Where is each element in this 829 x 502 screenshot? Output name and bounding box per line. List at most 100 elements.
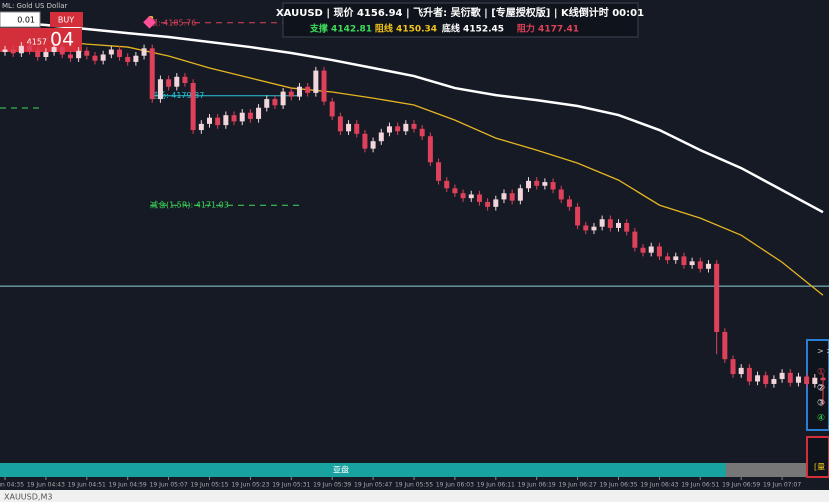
ma-line: [4, 31, 824, 296]
candle-body: [705, 263, 711, 269]
candle-body: [395, 126, 401, 132]
candle-body: [18, 45, 24, 54]
status-bar: [0, 490, 829, 502]
candle-body: [624, 222, 630, 232]
candle-body: [362, 133, 368, 149]
candle-body: [215, 117, 221, 126]
candle-body: [386, 126, 392, 133]
candle-body: [558, 189, 564, 200]
candle-body: [771, 379, 777, 384]
candle-body: [305, 86, 311, 93]
side-item: ②: [817, 384, 825, 394]
candle-body: [84, 50, 90, 56]
candle-body: [468, 194, 474, 199]
candle-body: [746, 367, 752, 382]
side-header: > >: [817, 347, 829, 356]
candle-body: [125, 56, 131, 62]
candle-body: [43, 52, 49, 57]
candle-body: [681, 256, 687, 266]
x-tick-label: 19 Jun 06:35: [599, 482, 637, 489]
side-item: ①: [817, 368, 825, 378]
candle-body: [795, 376, 801, 383]
candle-body: [256, 107, 262, 119]
candle-body: [403, 123, 409, 132]
candle-body: [526, 180, 532, 189]
x-tick-label: 19 Jun 05:23: [231, 482, 269, 489]
candle-body: [166, 79, 172, 87]
candle-body: [476, 194, 482, 202]
candle-body: [133, 55, 139, 62]
side-panel-2: [806, 436, 829, 478]
x-tick-label: 19 Jun 05:31: [272, 482, 310, 489]
candle-body: [313, 70, 319, 93]
x-tick-label: 19 Jun 04:51: [68, 482, 106, 489]
candle-body: [51, 47, 57, 53]
candle-body: [730, 359, 736, 375]
candle-body: [411, 123, 417, 129]
lot-input[interactable]: [0, 11, 41, 28]
buy-button[interactable]: [50, 12, 83, 27]
candle-body: [117, 49, 123, 57]
candle-body: [247, 112, 253, 119]
candle-body: [738, 367, 744, 375]
candle-body: [812, 377, 818, 384]
candle-body: [820, 377, 826, 381]
x-tick-label: 19 Jun 05:15: [190, 482, 228, 489]
panel-subtitle: ML: Gold US Dollar: [2, 2, 67, 10]
candle-body: [419, 128, 425, 137]
candle-body: [689, 261, 695, 266]
side-item: ④: [817, 414, 825, 424]
candle-body: [272, 99, 278, 106]
candle-body: [485, 201, 491, 207]
candle-body: [517, 188, 523, 201]
candle-body: [27, 45, 33, 51]
info-level: 底线 4152.45: [442, 23, 504, 35]
candle-body: [296, 86, 302, 97]
x-tick-label: 19 Jun 06:27: [559, 482, 597, 489]
candle-body: [697, 261, 703, 269]
entry-diamond: [143, 15, 156, 29]
candle-body: [755, 375, 761, 382]
candle-body: [566, 199, 572, 207]
candle-body: [632, 231, 638, 248]
x-tick-label: 19 Jun 07:07: [763, 482, 801, 489]
session-bar-gray: [726, 463, 806, 477]
candle-body: [763, 375, 769, 384]
candle-body: [452, 188, 458, 194]
candle-body: [141, 48, 147, 56]
candle-body: [427, 136, 433, 163]
price-small: 4157: [27, 38, 47, 47]
x-tick-label: 19 Jun 05:47: [354, 482, 392, 489]
candle-body: [444, 180, 450, 189]
candle-body: [59, 47, 65, 55]
x-tick-label: 19 Jun 06:51: [681, 482, 719, 489]
candle-body: [35, 50, 41, 57]
x-tick-label: 19 Jun 06:11: [477, 482, 515, 489]
info-title: XAUUSD | 现价 4156.94 | 飞升者: 吴衍歌 | [专屋授权版]…: [276, 6, 644, 19]
candle-body: [616, 222, 621, 228]
price-big: 04: [50, 29, 74, 51]
candle-body: [656, 246, 662, 257]
x-tick-label: 19 Jun 04:59: [109, 482, 147, 489]
candle-body: [67, 54, 73, 59]
candle-body: [501, 193, 507, 200]
candle-body: [787, 372, 793, 383]
candle-body: [436, 162, 442, 181]
candle-body: [108, 49, 114, 55]
candle-body: [607, 219, 613, 228]
ma-line: [4, 20, 824, 214]
candle-body: [288, 91, 294, 97]
candle-body: [76, 50, 82, 59]
status-label: XAUUSD,M3: [4, 493, 52, 502]
candle-body: [264, 99, 270, 108]
candle-body: [223, 115, 229, 126]
candle-body: [542, 182, 548, 186]
candle-body: [460, 193, 466, 199]
candle-body: [599, 219, 605, 227]
candle-body: [280, 91, 286, 106]
candle-body: [722, 331, 728, 360]
candle-body: [673, 256, 679, 261]
